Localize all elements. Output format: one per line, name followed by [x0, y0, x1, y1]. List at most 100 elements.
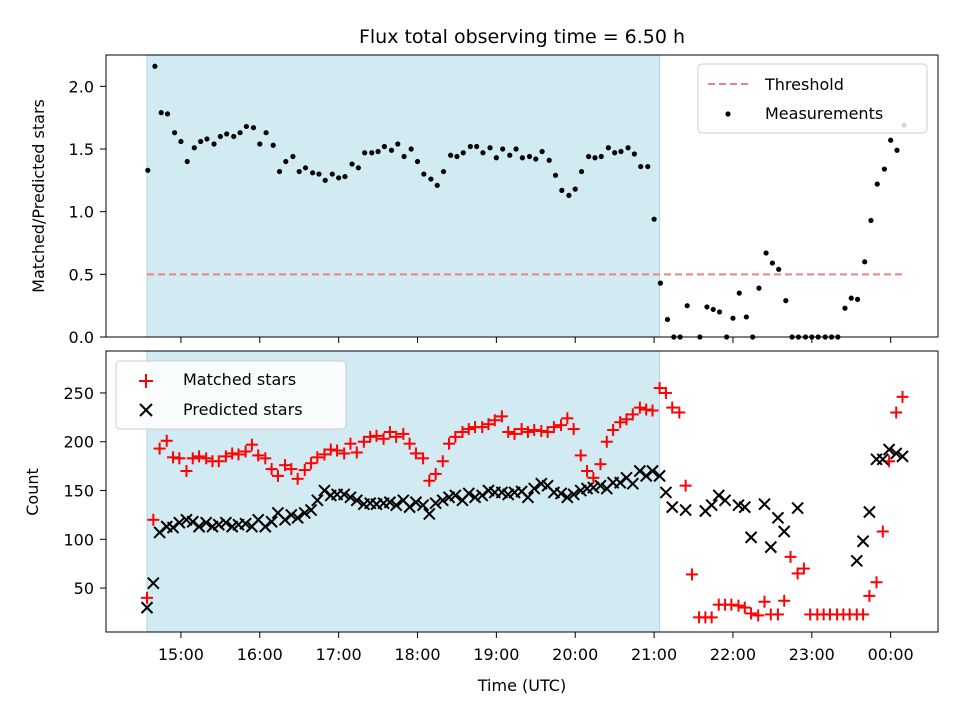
measurement-point	[369, 150, 375, 156]
matched-star-point	[738, 601, 751, 614]
matched-star-point	[876, 525, 889, 538]
predicted-star-point	[449, 489, 462, 502]
measurement-point	[375, 148, 381, 155]
measurement-point	[421, 171, 427, 177]
measurement-point	[172, 130, 178, 136]
bottom-x-axis: 15:00 16:00 17:00 18:00 19:00 20:00 21:00 22:00…	[158, 632, 914, 664]
matched-star-point	[219, 450, 232, 463]
measurement-point	[618, 148, 624, 155]
matched-star-point	[357, 435, 370, 448]
y-tick-label: 150	[63, 482, 94, 501]
measurement-point	[381, 143, 387, 150]
matched-star-point	[659, 386, 672, 399]
matched-star-point	[436, 455, 449, 468]
matched-star-point	[311, 451, 324, 464]
top-y-label: Matched/Predicted stars	[29, 99, 48, 293]
predicted-star-point	[850, 554, 863, 567]
predicted-star-point	[265, 515, 278, 528]
matched-star-point	[567, 423, 580, 436]
matched-star-point	[200, 452, 213, 465]
matched-star-point	[745, 607, 758, 620]
measurement-point	[651, 216, 657, 222]
matched-star-point	[626, 408, 639, 421]
predicted-star-point	[587, 481, 600, 494]
matched-star-point	[344, 437, 357, 450]
predicted-star-point	[212, 518, 225, 531]
measurement-point	[513, 146, 519, 152]
measurement-point	[743, 314, 749, 320]
matched-star-point	[338, 447, 351, 460]
predicted-star-point	[666, 500, 679, 514]
measurement-point	[519, 155, 525, 161]
predicted-star-point	[679, 503, 692, 517]
predicted-star-point	[423, 507, 436, 521]
measurement-point	[164, 111, 171, 117]
predicted-star-point	[771, 511, 785, 525]
matched-star-point	[653, 382, 666, 395]
predicted-star-point	[889, 447, 903, 460]
matched-star-point	[732, 599, 745, 612]
measurement-point	[474, 143, 480, 150]
matched-star-point	[797, 562, 810, 575]
matched-star-point	[377, 432, 390, 445]
measurement-point	[401, 153, 407, 160]
matched-star-point	[285, 463, 298, 476]
measurement-point	[736, 290, 742, 296]
predicted-star-point	[528, 482, 541, 495]
measurement-point	[349, 161, 355, 167]
x-axis-label: Time (UTC)	[477, 676, 566, 695]
matched-star-point	[305, 457, 318, 470]
measurement-point	[854, 296, 861, 302]
matched-star-point	[429, 467, 442, 480]
bottom-legend: Matched stars Predicted stars	[115, 360, 347, 430]
top-y-axis: 0.0 0.5 1.0 1.5 2.0	[69, 77, 106, 347]
chart-title: Flux total observing time = 6.50 h	[359, 26, 685, 48]
bottom-axes-frame	[105, 350, 939, 633]
x-tick-label: 18:00	[394, 645, 440, 664]
matched-star-point	[890, 406, 903, 419]
predicted-star-point	[239, 517, 252, 530]
predicted-star-point	[173, 516, 186, 529]
matched-star-point	[594, 458, 607, 471]
x-tick-label: 17:00	[316, 645, 362, 664]
matched-star-point	[758, 595, 771, 608]
measurement-point	[217, 133, 223, 140]
matched-star-point	[449, 430, 462, 443]
predicted-star-point	[140, 601, 154, 614]
measurement-point	[184, 158, 190, 165]
matched-star-point	[705, 611, 718, 624]
matched-star-point	[291, 472, 304, 485]
predicted-star-point	[758, 497, 771, 511]
matched-star-point	[462, 423, 475, 436]
matched-star-point	[370, 429, 383, 442]
matched-star-point	[232, 448, 245, 461]
predicted-star-point	[876, 453, 890, 466]
predicted-star-point	[712, 489, 725, 502]
measurement-point	[572, 186, 578, 192]
measurement-point	[480, 150, 486, 156]
predicted-star-point	[409, 496, 423, 509]
measurement-point	[848, 295, 854, 301]
predicted-star-point	[778, 525, 791, 538]
predicted-star-point	[291, 511, 304, 525]
matched-star-point	[423, 474, 436, 487]
matched-star-point	[547, 421, 560, 434]
x-tick-label: 00:00	[868, 645, 914, 664]
matched-star-point	[186, 452, 199, 465]
matched-star-point	[791, 567, 804, 580]
x-tick-label: 19:00	[473, 645, 519, 664]
measurement-point	[257, 141, 263, 147]
matched-star-point	[666, 401, 679, 414]
x-tick-label: 20:00	[552, 645, 598, 664]
predicted-star-point	[646, 464, 659, 478]
legend-predicted-label: Predicted stars	[183, 400, 303, 419]
measurement-point	[408, 146, 414, 152]
y-tick-label: 0.0	[69, 328, 94, 347]
matched-star-point	[870, 576, 883, 589]
matched-star-point	[896, 390, 909, 403]
measurement-point	[448, 152, 454, 158]
predicted-star-point	[337, 488, 351, 501]
measurement-point	[322, 177, 328, 183]
predicted-star-point	[653, 469, 666, 483]
measurement-point	[592, 155, 598, 161]
